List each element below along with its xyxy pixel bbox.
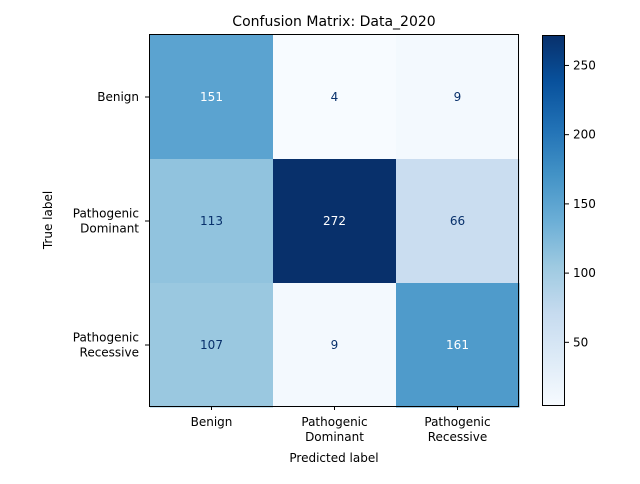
x-axis-ticks: Benign PathogenicDominantPathogenicRecess… xyxy=(191,406,491,444)
heatmap-cell xyxy=(273,159,397,284)
cell-value-label: 272 xyxy=(323,214,346,228)
colorbar-tick-label: 150 xyxy=(573,197,596,211)
heatmap-cell xyxy=(150,283,274,408)
cell-value-label: 113 xyxy=(200,214,223,228)
colorbar-ticks: 50 100 150 200 250 xyxy=(565,58,596,349)
cell-value-label: 161 xyxy=(446,338,469,352)
colorbar-tick-label: 250 xyxy=(573,58,596,72)
colorbar-frame xyxy=(542,35,565,406)
colorbar-tick-label: 50 xyxy=(573,335,588,349)
x-tick-label: Dominant xyxy=(305,430,364,444)
cell-value-label: 151 xyxy=(200,90,223,104)
heatmap-cell xyxy=(396,159,520,284)
cell-value-label: 9 xyxy=(454,90,462,104)
x-tick-label: Recessive xyxy=(428,430,487,444)
colorbar-tick-label: 200 xyxy=(573,128,596,142)
colorbar xyxy=(542,35,565,406)
chart-title: Confusion Matrix: Data_2020 xyxy=(232,14,435,30)
y-axis-ticks: BenignPathogenicDominantPathogenicRecess… xyxy=(73,90,149,360)
cell-value-label: 66 xyxy=(450,214,465,228)
heatmap-cell xyxy=(150,159,274,284)
y-tick-label: Pathogenic xyxy=(73,207,139,221)
y-tick-label: Dominant xyxy=(80,222,139,236)
heatmap-cell xyxy=(273,35,397,160)
heatmap-cells: 151 4 9 113 272 66 107 9 161 xyxy=(150,35,520,408)
y-tick-label: Pathogenic xyxy=(73,331,139,345)
heatmap-cell xyxy=(396,283,520,408)
y-tick-label: Recessive xyxy=(80,346,139,360)
heatmap-cell xyxy=(150,35,274,160)
y-axis-label: True label xyxy=(41,191,55,250)
x-tick-label: Pathogenic xyxy=(301,415,367,429)
heatmap-cell xyxy=(396,35,520,160)
y-tick-label: Benign xyxy=(97,90,139,104)
colorbar-tick-label: 100 xyxy=(573,266,596,280)
x-tick-label: Benign xyxy=(191,415,233,429)
heatmap-cell xyxy=(273,283,397,408)
cell-value-label: 107 xyxy=(200,338,223,352)
cell-value-label: 4 xyxy=(331,90,339,104)
x-tick-label: Pathogenic xyxy=(424,415,490,429)
cell-value-label: 9 xyxy=(331,338,339,352)
x-axis-label: Predicted label xyxy=(289,451,378,465)
